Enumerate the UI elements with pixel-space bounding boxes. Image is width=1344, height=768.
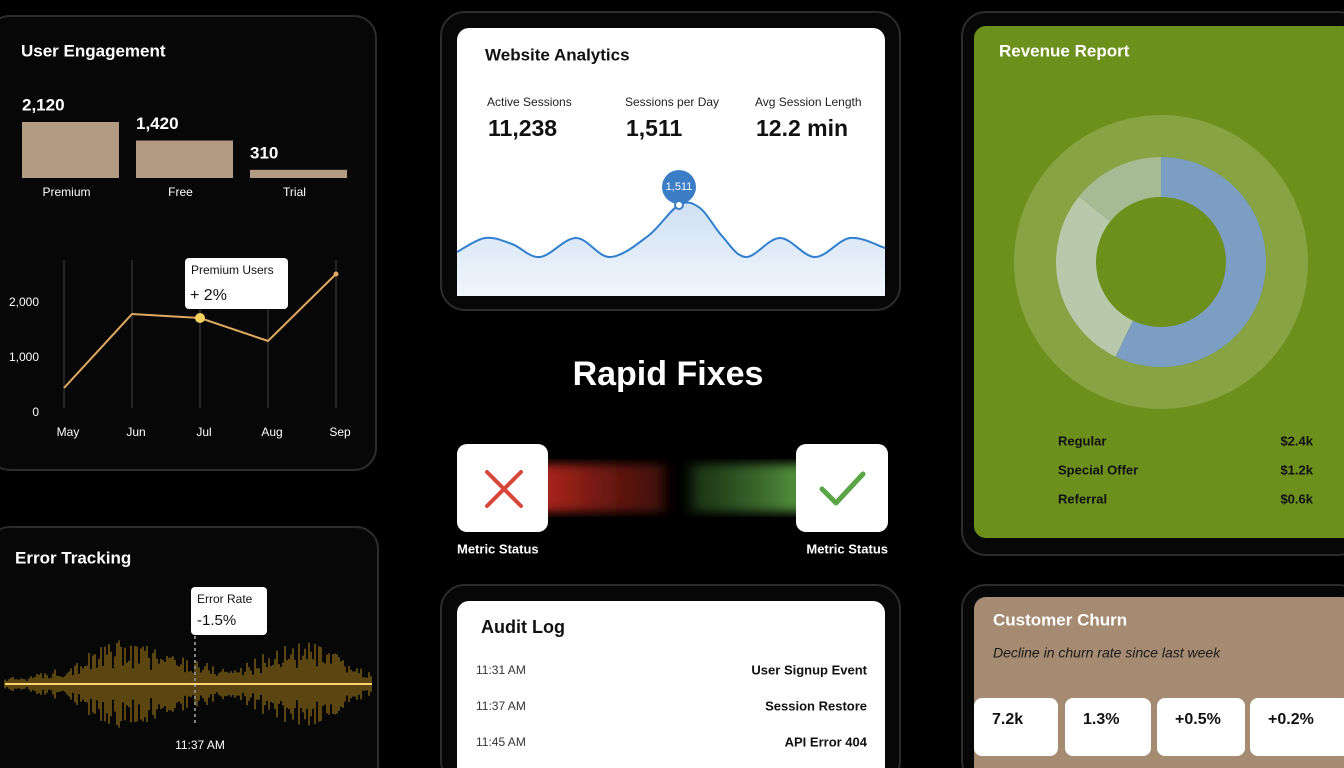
- donut-segment: [1078, 157, 1162, 223]
- log-time: 11:37 AM: [476, 699, 526, 713]
- card: [974, 26, 1344, 538]
- peak-label: 1,511: [666, 181, 693, 193]
- line-chart: May Jun Jul Aug Sep 0 1,000 2,000: [9, 260, 351, 439]
- tooltip-value: + 2%: [190, 287, 227, 304]
- stat-value: 1,511: [626, 115, 682, 141]
- section-title: Rapid Fixes: [573, 355, 764, 393]
- card: [457, 28, 885, 296]
- donut-segment: [1115, 157, 1266, 367]
- peak-bubble: [662, 170, 696, 204]
- legend-label: Referral: [1058, 491, 1107, 506]
- legend-value: $2.4k: [1280, 433, 1313, 448]
- log-event: User Signup Event: [751, 662, 867, 677]
- stat-label: Avg Session Length: [755, 95, 862, 109]
- cross-icon: [485, 470, 523, 508]
- stat-label: Active Sessions: [487, 95, 572, 109]
- panel: [0, 526, 379, 768]
- stat-box: [1250, 698, 1344, 756]
- legend-label: Special Offer: [1058, 462, 1138, 477]
- stat-value: 11,238: [488, 115, 557, 141]
- log-time: 11:31 AM: [476, 663, 526, 677]
- bar: [250, 169, 347, 178]
- category-label: Free: [168, 185, 193, 199]
- stat-box: [1065, 698, 1151, 756]
- bar: [136, 140, 233, 178]
- stat-value: 12.2 min: [756, 115, 848, 141]
- end-point: [333, 271, 339, 277]
- status-label: Metric Status: [806, 541, 888, 556]
- sparkline-area: [457, 202, 885, 296]
- stat-value: +0.5%: [1175, 711, 1221, 728]
- panel-title: Error Tracking: [15, 548, 131, 567]
- time-label: 11:37 AM: [175, 738, 225, 752]
- log-event: Session Restore: [765, 698, 867, 713]
- card-title: Revenue Report: [999, 41, 1130, 60]
- log-event: API Error 404: [785, 734, 868, 749]
- waveform: [4, 640, 372, 728]
- log-time: 11:45 AM: [476, 735, 526, 749]
- x-tick-label: May: [57, 425, 80, 439]
- value-label: 310: [250, 143, 278, 162]
- y-tick-label: 1,000: [9, 350, 39, 364]
- status-box: [796, 444, 888, 532]
- stat-value: +0.2%: [1268, 711, 1314, 728]
- panel: [0, 15, 377, 471]
- stats: Active Sessions 11,238 Sessions per Day 1,5…: [487, 95, 862, 141]
- y-tick-label: 2,000: [9, 295, 39, 309]
- x-tick-label: Aug: [261, 425, 282, 439]
- card-subtitle: Decline in churn rate since last week: [993, 645, 1221, 661]
- legend-value: $1.2k: [1280, 462, 1313, 477]
- log-rows: 11:31 AM User Signup Event 11:37 AM Session…: [476, 662, 868, 749]
- card-title: Website Analytics: [485, 45, 630, 64]
- category-label: Premium: [42, 185, 90, 199]
- peak-point: [674, 200, 684, 210]
- status-bar: [540, 464, 804, 512]
- highlight-point: [195, 313, 205, 324]
- status-label: Metric Status: [457, 541, 539, 556]
- y-tick-label: 0: [32, 405, 39, 419]
- card-title: Customer Churn: [993, 610, 1127, 629]
- x-tick-label: Jun: [126, 425, 145, 439]
- donut-chart: Regular $2.4k Special Offer $1.2k Referral $0…: [1056, 157, 1314, 506]
- card: [457, 601, 885, 768]
- outer-ring: [1014, 115, 1308, 409]
- stat-label: Sessions per Day: [625, 95, 719, 109]
- bar-chart: 2,120 Premium 1,420 Free 310 Trial: [22, 95, 347, 199]
- stat-value: 7.2k: [992, 711, 1023, 728]
- stat-box: [1157, 698, 1245, 756]
- value-label: 1,420: [136, 114, 179, 133]
- stat-boxes: 7.2k 1.3% +0.5% +0.2%: [974, 698, 1344, 756]
- stat-value: 1.3%: [1083, 711, 1119, 728]
- bar: [22, 122, 119, 178]
- card-title: Audit Log: [481, 617, 565, 637]
- tooltip-title: Error Rate: [197, 592, 253, 606]
- x-tick-label: Sep: [329, 425, 351, 439]
- check-icon: [819, 471, 866, 506]
- x-tick-label: Jul: [196, 425, 211, 439]
- tooltip: [191, 587, 267, 635]
- category-label: Trial: [283, 185, 306, 199]
- legend-label: Regular: [1058, 433, 1106, 448]
- tooltip-value: -1.5%: [197, 612, 236, 629]
- value-label: 2,120: [22, 95, 65, 114]
- donut-segment: [1056, 196, 1134, 357]
- legend-value: $0.6k: [1280, 491, 1313, 506]
- stat-box: [974, 698, 1058, 756]
- tooltip: [185, 258, 288, 309]
- tooltip-title: Premium Users: [191, 263, 274, 277]
- panel-title: User Engagement: [21, 41, 166, 60]
